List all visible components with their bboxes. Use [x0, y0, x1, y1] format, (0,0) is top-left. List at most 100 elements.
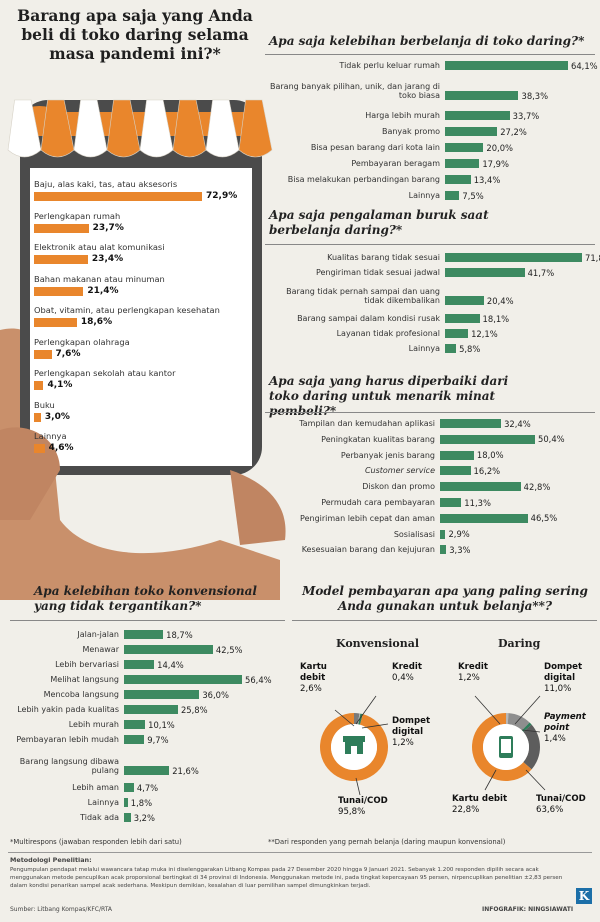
bar-label: Customer service	[364, 466, 435, 476]
bar	[445, 314, 480, 323]
purchase-label: Baju, alas kaki, tas, atau aksesoris	[34, 179, 178, 189]
method-title: Metodologi Penelitian:	[10, 856, 92, 864]
bar	[124, 813, 131, 822]
bar-value: 33,7%	[512, 110, 540, 121]
main-title: Barang apa saja yang Anda beli di toko d…	[17, 6, 253, 63]
bar-label: Sosialisasi	[393, 529, 435, 539]
purchase-value: 23,4%	[91, 254, 124, 264]
purchase-bar	[34, 381, 44, 390]
daring-label-dompet-digital: Dompet digital 11,0%	[544, 662, 594, 695]
footer-rule	[8, 852, 592, 853]
bar	[440, 466, 471, 476]
bar-label: Lainnya	[408, 344, 440, 353]
bar-label: Lebih murah	[68, 720, 119, 729]
bar-label: Lebih bervariasi	[55, 660, 119, 669]
label-name: Dompet digital	[392, 716, 431, 737]
leader-line	[334, 709, 355, 727]
label-name: Kartu debit	[452, 794, 508, 804]
source-credit: Sumber: Litbang Kompas/KFC/RTA	[10, 906, 113, 913]
bar-label: Kualitas barang tidak sesuai	[327, 253, 440, 262]
label-value: 63,6%	[536, 805, 564, 815]
purchase-label: Perlengkapan olahraga	[34, 336, 130, 347]
purchase-bar	[34, 255, 88, 264]
graphic-credit: INFOGRAFIK: NINGSIAWATI	[482, 906, 574, 913]
bar	[124, 645, 213, 654]
label-value: 1,2%	[458, 673, 480, 683]
bar-value: 4,7%	[136, 782, 159, 793]
bar	[124, 766, 170, 775]
bar-label: Tidak ada	[80, 813, 119, 822]
leader-line	[355, 777, 361, 796]
rule	[10, 620, 285, 621]
bar-label: Lebih aman	[72, 783, 119, 792]
bar	[124, 798, 128, 807]
leader-line	[514, 695, 541, 725]
leader-line	[525, 769, 546, 791]
konv-label-tunai: Tunai/COD 95,8%	[338, 796, 388, 818]
donut-slice	[506, 713, 509, 725]
heading-daring: Daring	[498, 637, 541, 650]
label-value: 95,8%	[338, 807, 366, 817]
bar-value: 27,2%	[500, 126, 527, 137]
donut-slice	[521, 722, 532, 732]
bar-value: 20,4%	[486, 295, 514, 306]
bar-value: 41,7%	[527, 267, 555, 278]
bar	[445, 91, 519, 100]
rule	[265, 244, 595, 245]
konv-label-kartu-debit: Kartu debit 2,6%	[300, 662, 340, 695]
footnote-multirespons: *Multirespons (jawaban responden lebih d…	[10, 838, 182, 846]
donut-slice	[507, 713, 530, 731]
title-improvements: Apa saja yang harus diperbaiki dari toko…	[269, 374, 509, 418]
bar-value: 10,1%	[148, 719, 175, 730]
bar-value: 12,1%	[471, 328, 498, 339]
bar-label: Jalan-jalan	[77, 630, 119, 639]
bar-label: Barang banyak pilihan, unik, dan jarang …	[270, 82, 440, 100]
title-conventional-advantages: Apa kelebihan toko konvensional yang tid…	[34, 584, 257, 613]
bar-value: 2,9%	[448, 529, 470, 540]
bar	[124, 630, 164, 639]
bar-value: 71,8%	[585, 252, 600, 263]
purchase-bar	[34, 349, 52, 359]
bar-value: 36,0%	[202, 689, 229, 700]
purchase-bar	[34, 412, 41, 422]
purchase-label: Lainnya	[34, 431, 67, 441]
bar	[440, 498, 462, 507]
bar-label: Lebih yakin pada kualitas	[17, 705, 119, 714]
method-body: Pengumpulan pendapat melalui wawancara t…	[10, 867, 563, 889]
konv-label-dompet-digital: Dompet digital 1,2%	[392, 716, 442, 749]
bar	[445, 111, 510, 120]
label-name: Dompet digital	[544, 662, 583, 683]
bar-value: 42,5%	[215, 644, 243, 655]
bar-value: 9,7%	[147, 734, 169, 745]
label-value: 1,4%	[544, 734, 566, 744]
purchase-value: 23,7%	[92, 222, 124, 233]
bar	[445, 268, 525, 277]
leader-line	[521, 729, 541, 733]
bar-value: 20,0%	[486, 142, 513, 153]
awning-stripe	[238, 99, 273, 158]
daring-label-tunai: Tunai/COD 63,6%	[536, 794, 586, 816]
purchase-bar	[34, 192, 202, 201]
bar-value: 1,8%	[130, 797, 153, 808]
purchase-value: 4,1%	[47, 380, 73, 390]
bar-value: 46,5%	[530, 513, 558, 524]
bar-value: 16,2%	[473, 465, 501, 476]
donut-daring	[472, 713, 540, 781]
bar-value: 7,5%	[462, 190, 484, 201]
label-name: Tunai/COD	[338, 796, 388, 806]
bar-value: 21,6%	[172, 765, 199, 776]
bar-label: Barang langsung dibawa pulang	[19, 757, 119, 775]
purchase-label: Obat, vitamin, atau perlengkapan kesehat…	[34, 305, 220, 315]
bar	[445, 253, 582, 262]
label-name: Kredit	[392, 662, 422, 672]
bar-label: Diskon dan promo	[362, 482, 435, 492]
bar	[445, 159, 480, 168]
donut-slice	[320, 713, 388, 781]
leader-line	[474, 695, 501, 725]
footnote-responden: **Dari responden yang pernah belanja (da…	[268, 838, 506, 846]
bar-label: Permudah cara pembayaran	[321, 498, 435, 507]
purchase-value: 18,6%	[80, 317, 113, 327]
purchase-bar	[34, 444, 45, 453]
bar	[440, 545, 447, 555]
hand-illustration	[0, 328, 280, 600]
